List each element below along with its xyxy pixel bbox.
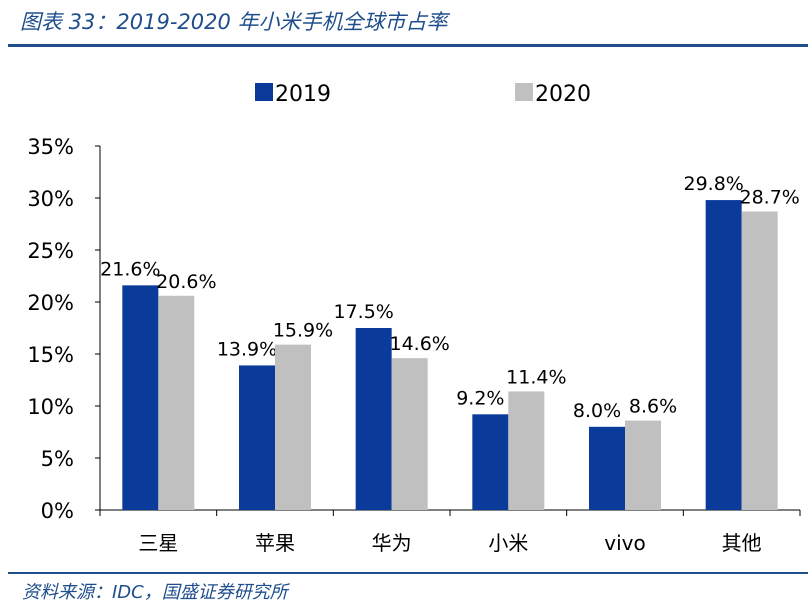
bar-2020 <box>625 420 661 510</box>
bar-2019 <box>122 285 159 510</box>
y-tick-label: 0% <box>41 499 74 523</box>
legend-label-2019: 2019 <box>275 82 331 107</box>
source-rule <box>8 572 808 574</box>
data-label-2019: 8.0% <box>573 400 621 422</box>
data-label-2020: 14.6% <box>389 333 449 355</box>
y-tick-label: 10% <box>27 395 74 419</box>
data-label-2019: 29.8% <box>683 173 743 195</box>
bar-2019 <box>239 365 275 510</box>
data-label-2020: 8.6% <box>629 396 677 418</box>
data-label-2020: 20.6% <box>156 271 216 293</box>
y-tick-label: 5% <box>41 447 74 471</box>
bar-2020 <box>275 344 311 510</box>
data-label-2020: 15.9% <box>273 320 333 342</box>
source-note: 资料来源：IDC，国盛证券研究所 <box>22 582 288 603</box>
bar-2019 <box>589 426 625 510</box>
y-tick-label: 15% <box>27 343 74 367</box>
legend-label-2020: 2020 <box>535 82 591 107</box>
bar-2019 <box>472 414 509 510</box>
x-tick-label: 小米 <box>488 531 528 555</box>
legend-swatch-2019 <box>255 83 273 101</box>
y-tick-label: 35% <box>27 135 74 159</box>
x-tick-label: 华为 <box>372 531 412 555</box>
x-tick-label: 其他 <box>722 531 762 555</box>
legend-swatch-2020 <box>515 83 533 101</box>
y-tick-label: 25% <box>27 239 74 263</box>
figure-title: 图表 33：2019-2020 年小米手机全球市占率 <box>20 10 448 34</box>
data-label-2019: 13.9% <box>217 338 277 360</box>
data-label-2019: 21.6% <box>100 258 160 280</box>
bar-2019 <box>355 328 392 510</box>
bar-2020 <box>741 211 778 510</box>
y-tick-label: 20% <box>27 291 74 315</box>
bar-2019 <box>705 200 742 510</box>
y-tick-label: 30% <box>27 187 74 211</box>
x-tick-label: vivo <box>604 531 645 555</box>
data-label-2019: 9.2% <box>456 387 504 409</box>
x-tick-label: 苹果 <box>255 531 295 555</box>
data-label-2019: 17.5% <box>333 301 393 323</box>
data-label-2020: 11.4% <box>506 366 566 388</box>
data-label-2020: 28.7% <box>739 187 799 209</box>
bar-2020 <box>508 391 545 510</box>
x-tick-label: 三星 <box>138 531 178 555</box>
bar-2020 <box>391 358 428 510</box>
bar-2020 <box>158 295 195 510</box>
title-rule <box>8 44 808 47</box>
